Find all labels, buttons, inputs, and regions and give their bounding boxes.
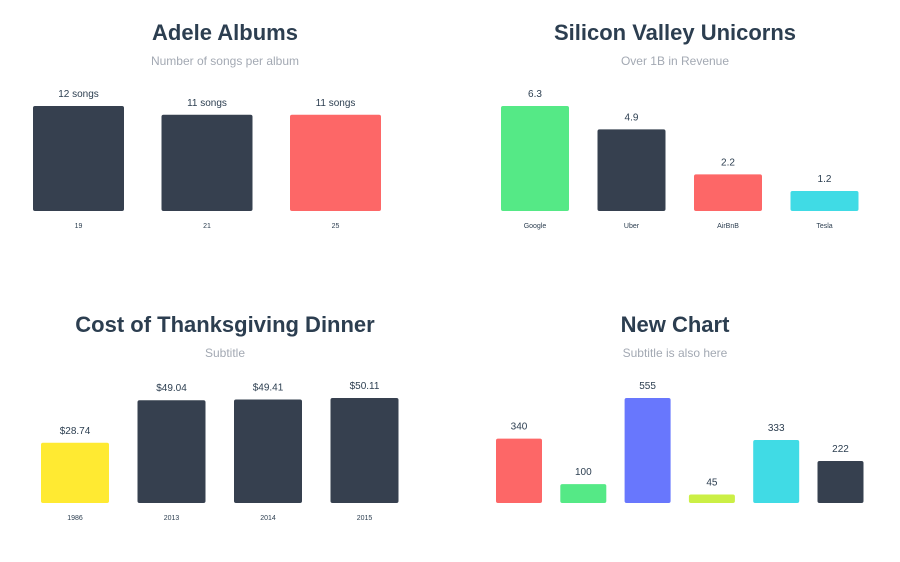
chart-subtitle: Over 1B in Revenue [620,54,730,68]
bar [33,106,124,211]
chart-subtitle: Number of songs per album [150,54,300,68]
chart-panel-thanksgiving: Cost of Thanksgiving Dinner Subtitle $28… [0,292,450,562]
category-label: 25 [332,223,340,230]
data-label: 45 [706,477,718,488]
chart-svg: 12 songs 19 11 songs 21 11 songs 25 [33,89,381,230]
data-label: 6.3 [528,89,542,100]
bar [41,442,109,503]
data-label: 222 [832,444,849,455]
category-label: Google [524,223,547,230]
chart-panel-new: New Chart Subtitle is also here 340 100 55… [450,292,900,562]
category-label: 2013 [164,515,180,522]
bar [501,106,569,211]
chart-subtitle: Subtitle [204,346,246,360]
chart-title: Cost of Thanksgiving Dinner [75,312,375,337]
data-label: $49.04 [156,383,187,394]
category-label: Tesla [816,223,832,230]
bar [753,440,800,503]
data-label: 1.2 [818,174,832,185]
category-label: Uber [624,223,640,230]
category-label: AirBnB [717,223,739,230]
data-label: 12 songs [58,89,99,100]
data-label: 11 songs [316,98,356,109]
bar [694,174,762,211]
bar [234,399,302,503]
bar [790,191,859,211]
bar [290,114,381,211]
category-label: 19 [75,223,83,230]
category-label: 2014 [260,515,276,522]
data-label: 11 songs [187,98,227,109]
category-label: 2015 [357,515,373,522]
chart-svg: 6.3 Google 4.9 Uber 2.2 AirBnB 1.2 Tesla [501,89,859,230]
bar [597,129,666,211]
data-label: 100 [575,467,592,478]
category-label: 21 [203,223,211,230]
bar [496,438,542,503]
bar [817,461,864,503]
data-label: 2.2 [721,157,735,168]
data-label: 333 [768,423,785,434]
chart-title: New Chart [620,312,730,337]
data-label: 555 [639,381,656,392]
bar [624,398,671,503]
chart-svg: 340 100 555 45 333 222 [496,381,864,503]
bar [560,484,607,503]
data-label: $49.41 [253,382,284,393]
chart-panel-unicorns: Silicon Valley Unicorns Over 1B in Reven… [450,0,900,270]
bar [330,398,399,503]
chart-panel-adele: Adele Albums Number of songs per album 1… [0,0,450,270]
data-label: $28.74 [60,426,91,437]
data-label: 4.9 [625,112,639,123]
bar [137,400,206,503]
category-label: 1986 [67,515,83,522]
data-label: 340 [511,422,528,433]
chart-svg: $28.74 1986 $49.04 2013 $49.41 2014 $50.11 2015 [41,381,399,522]
chart-title: Silicon Valley Unicorns [553,20,797,45]
chart-subtitle: Subtitle is also here [622,346,728,360]
chart-title: Adele Albums [152,20,298,45]
bar [688,494,735,503]
bar [161,114,253,211]
data-label: $50.11 [350,381,380,392]
